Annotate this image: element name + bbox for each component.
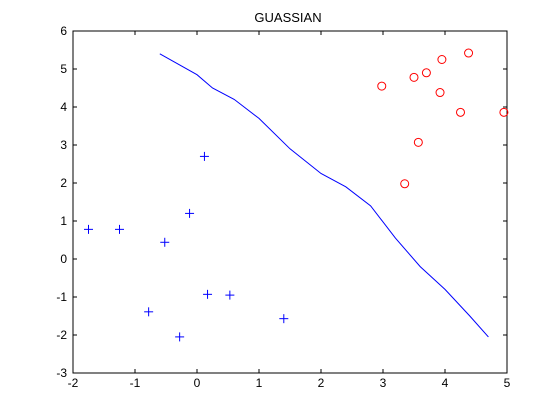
y-tick-label: 3: [60, 138, 67, 152]
y-tick-label: 4: [60, 100, 67, 114]
y-tick-label: 2: [60, 176, 67, 190]
circle-point: [464, 48, 474, 58]
circle-point: [421, 68, 431, 78]
circle-point: [499, 107, 509, 117]
x-tick-label: 1: [256, 376, 263, 390]
circle-point: [377, 81, 387, 91]
x-tick-label: -2: [68, 376, 79, 390]
decision-boundary-line: [159, 53, 489, 338]
circle-point: [435, 88, 445, 98]
plus-point: [175, 332, 185, 342]
x-tick-label: 5: [504, 376, 511, 390]
y-tick-label: -3: [56, 366, 67, 380]
y-tick-label: -2: [56, 328, 67, 342]
plus-point: [160, 237, 170, 247]
circle-point: [456, 107, 465, 117]
x-tick-label: 2: [318, 376, 325, 390]
y-tick-label: 1: [60, 214, 67, 228]
y-tick-label: 0: [60, 252, 67, 266]
y-tick-label: 5: [60, 62, 67, 76]
circle-point: [409, 72, 419, 82]
plus-point: [144, 307, 154, 317]
y-tick-label: -1: [56, 290, 67, 304]
plus-point: [279, 314, 289, 324]
chart-title: GUASSIAN: [254, 10, 321, 25]
plus-point: [203, 289, 213, 299]
circle-point: [413, 137, 423, 147]
circle-point: [400, 179, 410, 189]
plus-point: [115, 224, 124, 234]
y-tick-label: 6: [60, 24, 67, 38]
plot-series: [84, 48, 509, 342]
plot-frame: [72, 30, 508, 374]
plus-point: [185, 208, 195, 218]
x-tick-label: 3: [380, 376, 387, 390]
x-tick-label: -1: [130, 376, 141, 390]
plus-point: [199, 151, 209, 161]
x-tick-label: 4: [442, 376, 449, 390]
plus-point: [84, 224, 93, 234]
circle-point: [437, 55, 447, 64]
x-tick-label: 0: [194, 376, 201, 390]
plus-point: [225, 290, 235, 300]
